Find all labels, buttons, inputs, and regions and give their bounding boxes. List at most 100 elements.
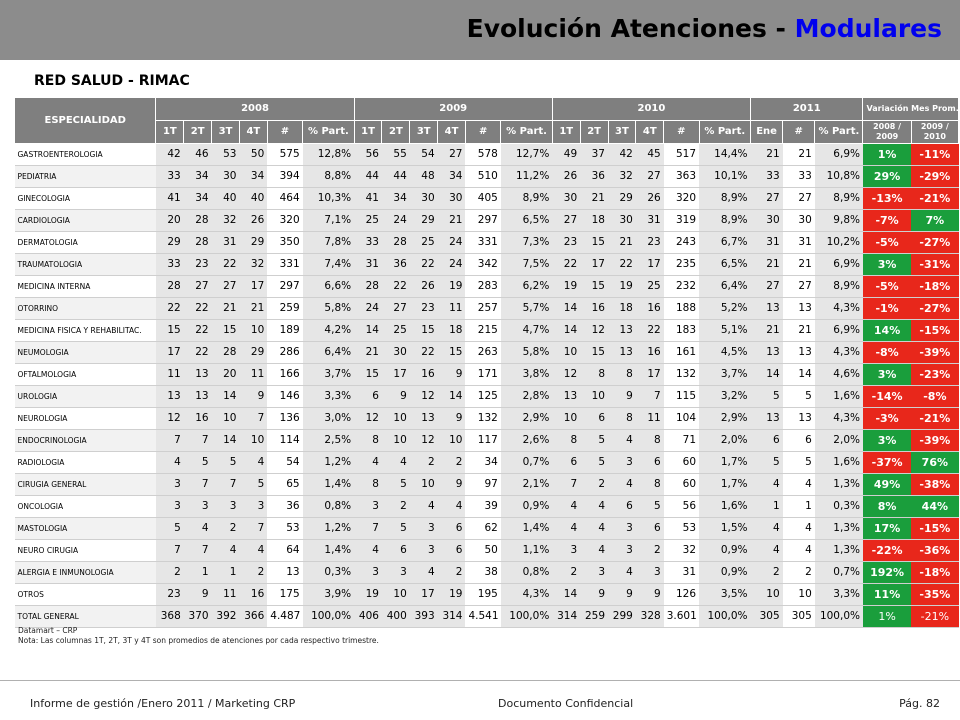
value-cell: 3,2% — [699, 385, 751, 408]
value-cell: 4,3% — [814, 297, 863, 320]
value-cell: 0,9% — [699, 539, 751, 562]
value-cell: 3 — [211, 495, 240, 518]
variation-2009-2010-cell: -21% — [911, 605, 959, 628]
value-cell: 53 — [267, 517, 303, 540]
value-cell: 2 — [750, 561, 783, 584]
variation-2008-2009-cell: -5% — [862, 231, 912, 254]
value-cell: 2 — [409, 451, 438, 474]
value-cell: 13 — [750, 341, 783, 364]
value-cell: 4 — [580, 539, 608, 562]
subcol-2010-1: 2T — [579, 120, 609, 144]
value-cell: 12 — [155, 407, 184, 430]
value-cell: 575 — [267, 143, 303, 166]
value-cell: 5,8% — [500, 341, 553, 364]
value-cell: 5,1% — [699, 319, 751, 342]
value-cell: 21 — [354, 341, 382, 364]
value-cell: 3,3% — [814, 583, 863, 606]
variation-2008-2009-cell: 11% — [862, 583, 912, 606]
value-cell: 62 — [465, 517, 501, 540]
value-cell: 11 — [239, 363, 268, 386]
variation-2009-2010-cell: -8% — [911, 385, 959, 408]
value-cell: 5 — [155, 517, 184, 540]
value-cell: 2 — [211, 517, 240, 540]
value-cell: 8 — [552, 429, 581, 452]
table-row: ALERGIA E INMUNOLOGIA 2 1 1 2 13 0,3% 3 3 4 2 38 0,8… — [14, 561, 959, 584]
value-cell: 30 — [782, 209, 815, 232]
especialidad-cell: GINECOLOGIA — [14, 187, 156, 210]
value-cell: 22 — [635, 319, 664, 342]
value-cell: 2,8% — [500, 385, 553, 408]
value-cell: 25 — [354, 209, 382, 232]
note-text: Nota: Las columnas 1T, 2T, 3T y 4T son p… — [18, 636, 379, 645]
value-cell: 11,2% — [500, 165, 553, 188]
col-variacion: Variación Mes Prom. — [862, 97, 959, 121]
subcol-2010-5: % Part. — [698, 120, 752, 144]
value-cell: 0,8% — [500, 561, 553, 584]
value-cell: 20 — [155, 209, 184, 232]
table-row: OTORRINO 22 22 21 21 259 5,8% 24 27 23 11 257 5,7% 14… — [14, 297, 959, 320]
value-cell: 7 — [155, 539, 184, 562]
value-cell: 166 — [267, 363, 303, 386]
especialidad-cell: UROLOGIA — [14, 385, 156, 408]
value-cell: 331 — [465, 231, 501, 254]
subcol-2010-4: # — [663, 120, 700, 144]
subcol-2008-4: # — [266, 120, 304, 144]
value-cell: 3,7% — [302, 363, 355, 386]
value-cell: 24 — [437, 231, 466, 254]
value-cell: 28 — [354, 275, 382, 298]
value-cell: 2 — [437, 451, 466, 474]
value-cell: 50 — [239, 143, 268, 166]
value-cell: 22 — [183, 341, 212, 364]
value-cell: 22 — [183, 319, 212, 342]
value-cell: 0,3% — [814, 495, 863, 518]
especialidad-cell: MEDICINA FISICA Y REHABILITAC. — [14, 319, 156, 342]
value-cell: 1,1% — [500, 539, 553, 562]
value-cell: 12 — [409, 385, 438, 408]
especialidad-cell: MASTOLOGIA — [14, 517, 156, 540]
value-cell: 1,6% — [814, 385, 863, 408]
value-cell: 114 — [267, 429, 303, 452]
value-cell: 1,4% — [302, 539, 355, 562]
value-cell: 4 — [552, 495, 581, 518]
variation-2009-2010-cell: -35% — [911, 583, 959, 606]
variation-2008-2009-cell: 3% — [862, 429, 912, 452]
value-cell: 13 — [608, 319, 636, 342]
value-cell: 175 — [267, 583, 303, 606]
value-cell: 31 — [211, 231, 240, 254]
value-cell: 21 — [782, 143, 815, 166]
variation-2008-2009-cell: 8% — [862, 495, 912, 518]
value-cell: 1 — [782, 495, 815, 518]
value-cell: 8,9% — [814, 187, 863, 210]
subcol-2009-1: 2T — [381, 120, 411, 144]
value-cell: 3 — [354, 561, 382, 584]
value-cell: 46 — [183, 143, 212, 166]
value-cell: 44 — [381, 165, 410, 188]
value-cell: 8,9% — [699, 187, 751, 210]
value-cell: 22 — [183, 297, 212, 320]
value-cell: 7 — [239, 517, 268, 540]
value-cell: 18 — [608, 297, 636, 320]
value-cell: 29 — [239, 341, 268, 364]
variation-2008-2009-cell: -5% — [862, 275, 912, 298]
value-cell: 23 — [409, 297, 438, 320]
value-cell: 10 — [381, 429, 410, 452]
value-cell: 578 — [465, 143, 501, 166]
value-cell: 11 — [437, 297, 466, 320]
variation-2009-2010-cell: -39% — [911, 341, 959, 364]
value-cell: 3 — [354, 495, 382, 518]
value-cell: 195 — [465, 583, 501, 606]
value-cell: 331 — [267, 253, 303, 276]
value-cell: 34 — [183, 187, 212, 210]
value-cell: 8,9% — [699, 209, 751, 232]
value-cell: 28 — [211, 341, 240, 364]
value-cell: 4 — [183, 517, 212, 540]
value-cell: 13 — [782, 341, 815, 364]
especialidad-cell: TRAUMATOLOGIA — [14, 253, 156, 276]
value-cell: 29 — [409, 209, 438, 232]
value-cell: 19 — [608, 275, 636, 298]
value-cell: 6,5% — [699, 253, 751, 276]
variation-2009-2010-cell: -15% — [911, 319, 959, 342]
value-cell: 22 — [211, 253, 240, 276]
value-cell: 8,8% — [302, 165, 355, 188]
value-cell: 132 — [663, 363, 700, 386]
